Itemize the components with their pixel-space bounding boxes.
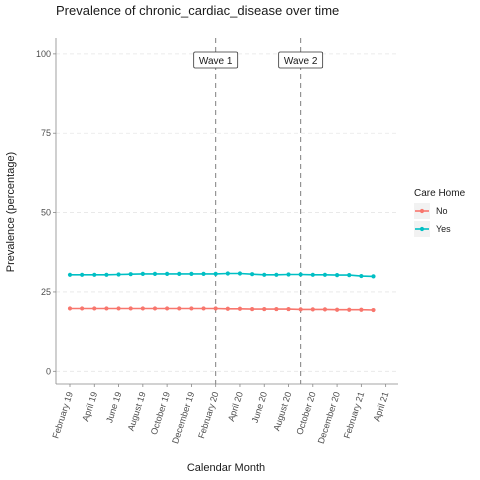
data-point: [250, 272, 254, 276]
data-point: [177, 272, 181, 276]
data-point: [323, 273, 327, 277]
data-point: [68, 306, 72, 310]
data-point: [201, 272, 205, 276]
series-yes: [68, 271, 376, 278]
data-point: [262, 307, 266, 311]
wave-label: Wave 1: [199, 56, 233, 67]
data-point: [104, 273, 108, 277]
data-point: [189, 272, 193, 276]
data-point: [129, 272, 133, 276]
x-tick-label: December 20: [316, 391, 342, 445]
y-tick-label: 50: [41, 208, 51, 218]
data-point: [226, 307, 230, 311]
data-point: [371, 308, 375, 312]
data-point: [311, 307, 315, 311]
data-point: [141, 272, 145, 276]
legend: Care Home No Yes: [414, 188, 466, 237]
data-point: [153, 272, 157, 276]
legend-key-point: [420, 227, 424, 231]
data-point: [262, 273, 266, 277]
data-point: [177, 306, 181, 310]
legend-key-point: [420, 209, 424, 213]
data-point: [189, 306, 193, 310]
wave-annotations: Wave 1 Wave 2: [194, 52, 323, 68]
data-point: [80, 306, 84, 310]
wave-lines: [216, 38, 301, 384]
x-axis-title: Calendar Month: [187, 462, 265, 474]
x-tick-label: August 19: [126, 391, 148, 433]
data-point: [80, 273, 84, 277]
data-point: [359, 274, 363, 278]
data-point: [274, 307, 278, 311]
chart-title: Prevalence of chronic_cardiac_disease ov…: [56, 3, 339, 18]
x-tick-label: April 21: [372, 391, 391, 423]
series-line: [70, 309, 374, 311]
x-tick-label: August 20: [271, 391, 293, 433]
wave-label: Wave 2: [284, 56, 318, 67]
legend-label: No: [436, 206, 448, 216]
series-no: [68, 306, 376, 312]
x-tick-label: April 20: [226, 391, 245, 423]
data-point: [335, 308, 339, 312]
data-point: [359, 308, 363, 312]
data-point: [347, 273, 351, 277]
y-tick-label: 100: [36, 49, 51, 59]
x-tick-label: October 19: [149, 391, 172, 436]
x-tick-label: February 21: [342, 391, 367, 440]
data-point: [165, 272, 169, 276]
data-point: [274, 273, 278, 277]
data-point: [92, 306, 96, 310]
data-point: [250, 307, 254, 311]
data-point: [371, 274, 375, 278]
data-point: [238, 271, 242, 275]
series-line: [70, 274, 374, 277]
x-tick-label: February 20: [196, 391, 221, 440]
legend-item-yes: Yes: [414, 221, 451, 237]
legend-title: Care Home: [414, 188, 466, 199]
data-point: [68, 273, 72, 277]
data-point: [299, 307, 303, 311]
data-point: [323, 307, 327, 311]
x-tick-label: June 19: [104, 391, 123, 425]
data-point: [92, 273, 96, 277]
data-point: [238, 307, 242, 311]
y-axis-title: Prevalence (percentage): [5, 152, 17, 272]
data-point: [153, 306, 157, 310]
data-point: [214, 272, 218, 276]
x-tick-label: June 20: [250, 391, 269, 425]
legend-item-no: No: [414, 203, 448, 219]
data-point: [299, 272, 303, 276]
data-point: [311, 273, 315, 277]
data-point: [214, 306, 218, 310]
data-point: [116, 272, 120, 276]
data-point: [335, 273, 339, 277]
y-tick-label: 25: [41, 287, 51, 297]
x-tick-label: April 19: [80, 391, 99, 423]
legend-label: Yes: [436, 224, 451, 234]
data-point: [226, 271, 230, 275]
y-tick-label: 0: [46, 366, 51, 376]
gridlines: [56, 54, 398, 371]
data-point: [129, 306, 133, 310]
data-point: [347, 308, 351, 312]
data-point: [286, 272, 290, 276]
y-tick-label: 75: [41, 128, 51, 138]
data-point: [104, 306, 108, 310]
x-tick-label: October 20: [294, 391, 317, 436]
data-point: [116, 306, 120, 310]
x-tick-label: February 19: [50, 391, 75, 440]
data-point: [141, 306, 145, 310]
data-point: [286, 307, 290, 311]
x-tick-label: December 19: [170, 391, 196, 445]
data-point: [165, 306, 169, 310]
data-point: [201, 306, 205, 310]
